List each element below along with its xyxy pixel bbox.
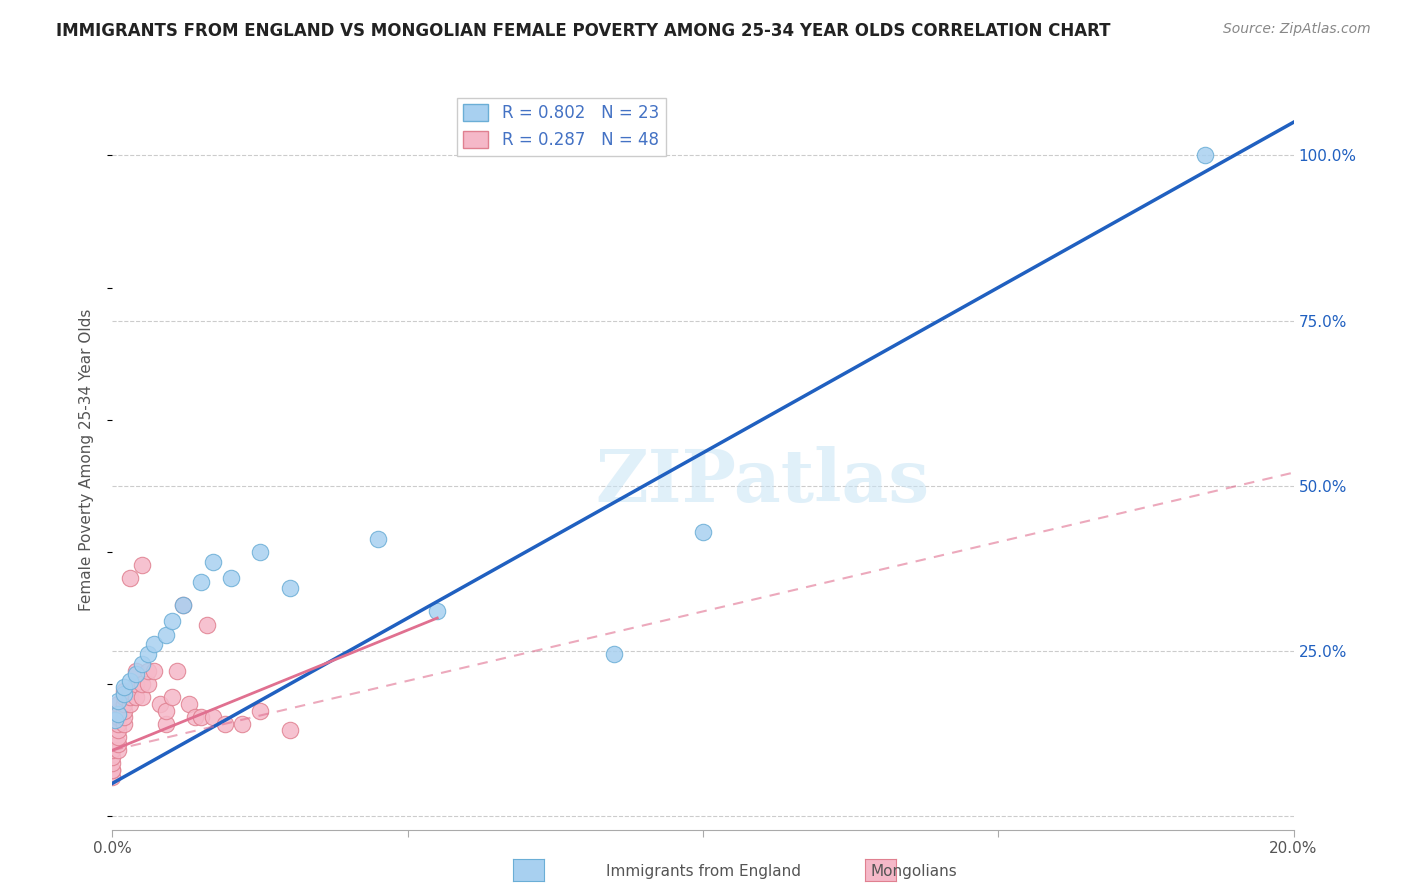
Point (120, 571, 142, 585)
Point (149, 697, 172, 711)
Point (101, 749, 124, 764)
Point (426, 604, 449, 618)
Point (104, 714, 127, 728)
Point (160, 615, 183, 629)
Point (249, 545, 271, 559)
Point (692, 525, 714, 540)
Point (155, 627, 177, 641)
Point (120, 673, 142, 688)
Point (201, 710, 224, 724)
Text: Immigrants from England: Immigrants from England (606, 863, 800, 879)
Point (278, 582, 301, 596)
Point (131, 657, 153, 672)
Point (131, 558, 153, 573)
Point (136, 664, 159, 678)
Point (101, 763, 124, 777)
Point (184, 710, 207, 724)
Point (219, 571, 242, 585)
Point (231, 716, 253, 731)
Point (112, 687, 135, 701)
Point (249, 704, 271, 718)
Point (166, 664, 188, 678)
Point (125, 690, 148, 705)
Point (107, 710, 129, 724)
Point (107, 743, 129, 757)
Point (112, 690, 135, 705)
Point (142, 637, 165, 651)
Point (131, 690, 153, 705)
Point (367, 532, 389, 546)
Point (278, 723, 301, 738)
Point (142, 664, 165, 678)
Y-axis label: Female Poverty Among 25-34 Year Olds: Female Poverty Among 25-34 Year Olds (79, 309, 94, 610)
Point (131, 677, 153, 691)
Point (603, 648, 626, 662)
Point (112, 710, 135, 724)
Point (112, 716, 135, 731)
Point (125, 667, 148, 681)
Point (120, 690, 142, 705)
Point (112, 683, 135, 698)
Point (172, 598, 194, 612)
Point (155, 716, 177, 731)
Point (112, 697, 135, 711)
Point (107, 730, 129, 744)
Text: ZIPatlas: ZIPatlas (595, 446, 929, 517)
Point (125, 664, 148, 678)
Point (136, 648, 159, 662)
Text: IMMIGRANTS FROM ENGLAND VS MONGOLIAN FEMALE POVERTY AMONG 25-34 YEAR OLDS CORREL: IMMIGRANTS FROM ENGLAND VS MONGOLIAN FEM… (56, 22, 1111, 40)
Point (1194, 148, 1216, 162)
Point (155, 704, 177, 718)
Point (125, 677, 148, 691)
Point (120, 697, 142, 711)
Point (112, 704, 135, 718)
Point (172, 598, 194, 612)
Point (160, 690, 183, 705)
Point (120, 683, 142, 698)
Point (112, 681, 135, 695)
Point (101, 763, 124, 777)
Point (195, 617, 218, 632)
Point (190, 710, 212, 724)
Point (101, 743, 124, 757)
Point (107, 737, 129, 751)
Point (107, 723, 129, 738)
Point (201, 555, 224, 569)
Point (101, 756, 124, 771)
Legend: R = 0.802   N = 23, R = 0.287   N = 48: R = 0.802 N = 23, R = 0.287 N = 48 (457, 97, 665, 155)
Text: Mongolians: Mongolians (870, 863, 957, 879)
Point (190, 574, 212, 589)
Point (179, 697, 201, 711)
Point (107, 697, 129, 711)
Point (136, 677, 159, 691)
Point (214, 716, 236, 731)
Text: Source: ZipAtlas.com: Source: ZipAtlas.com (1223, 22, 1371, 37)
Point (101, 770, 124, 784)
Point (107, 704, 129, 718)
Point (107, 693, 129, 707)
Point (107, 716, 129, 731)
Point (107, 706, 129, 721)
